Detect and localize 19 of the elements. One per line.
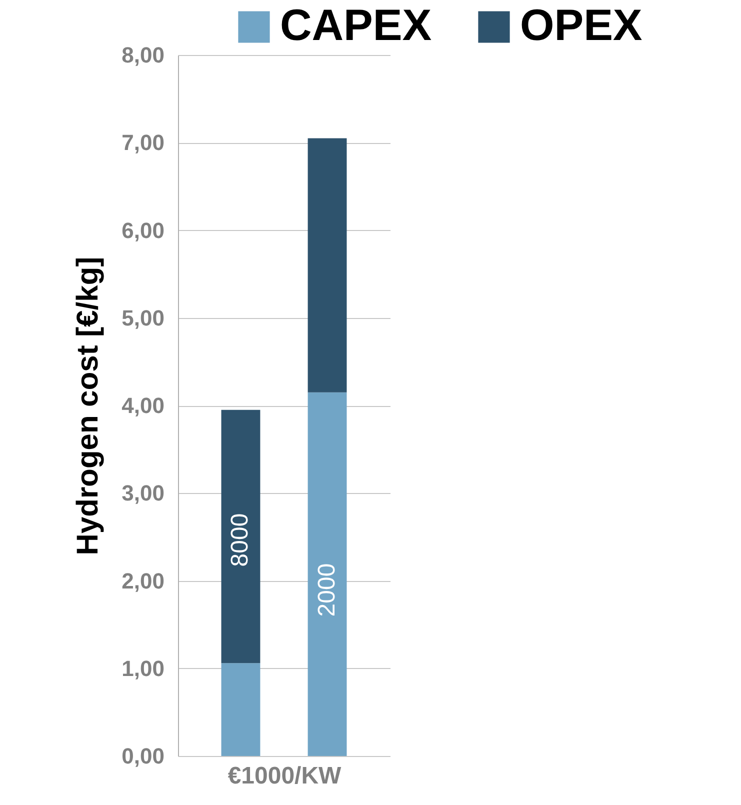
legend-label: CAPEX bbox=[280, 1, 432, 50]
annotation: 2000 bbox=[313, 563, 340, 617]
y-tick-label: 3,00 bbox=[122, 480, 164, 506]
annotation: 8000 bbox=[226, 513, 254, 567]
y-tick-label: 1,00 bbox=[122, 656, 164, 681]
y-tick-label: 8,00 bbox=[122, 42, 164, 68]
y-axis-title: Hydrogen cost [€/kg] bbox=[72, 256, 105, 556]
bar bbox=[308, 138, 347, 392]
x-axis-title: €1000/KW bbox=[228, 762, 342, 790]
legend-label: OPEX bbox=[520, 1, 642, 50]
y-tick-label: 0,00 bbox=[122, 744, 164, 768]
y-tick-label: 2,00 bbox=[122, 568, 164, 594]
y-tick-label: 6,00 bbox=[122, 218, 164, 243]
y-tick-label: 5,00 bbox=[122, 305, 164, 330]
bar bbox=[308, 392, 347, 756]
bar bbox=[221, 663, 260, 756]
y-tick-label: 4,00 bbox=[122, 393, 164, 418]
y-tick-label: 7,00 bbox=[122, 130, 164, 156]
bar bbox=[221, 410, 260, 664]
